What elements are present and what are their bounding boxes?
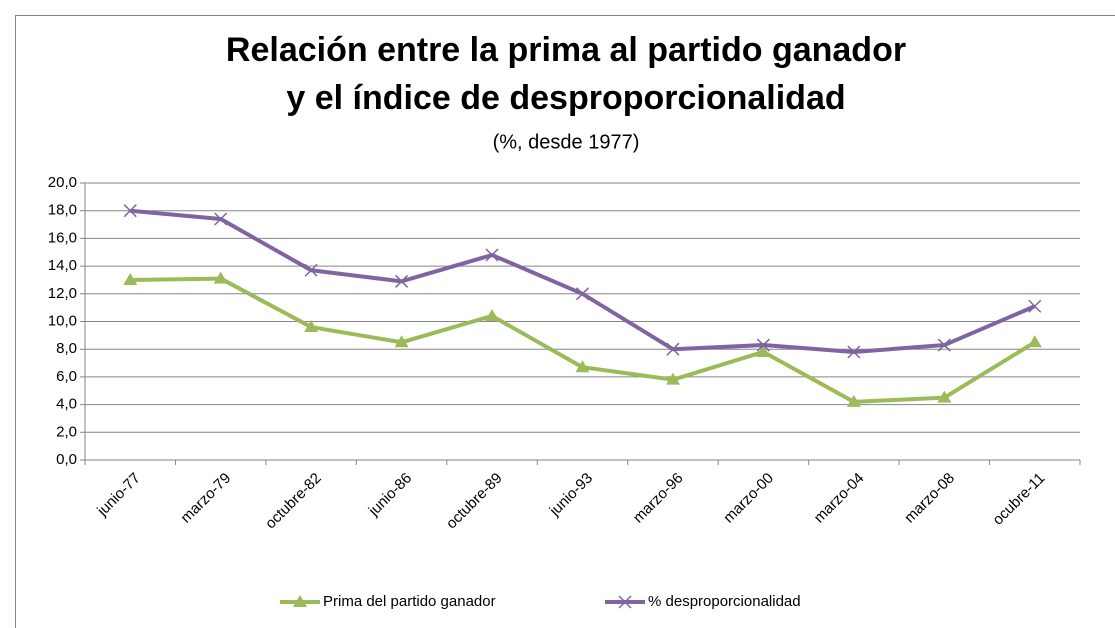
- point: [575, 287, 590, 301]
- y-tick-label: 18,0: [48, 202, 77, 219]
- y-tick-label: 16,0: [48, 229, 77, 246]
- point: [123, 272, 138, 285]
- y-tick-label: 10,0: [48, 312, 77, 329]
- x-tick-label: marzo-79: [177, 470, 234, 527]
- point: [394, 335, 409, 348]
- x-tick-label: junio-77: [93, 470, 143, 520]
- chart-subtitle: (%, desde 1977): [493, 131, 640, 153]
- point: [213, 271, 228, 284]
- x-tick-label: marzo-04: [811, 470, 868, 527]
- x-tick-label: ocubre-11: [989, 470, 1048, 529]
- legend-label: % desproporcionalidad: [648, 593, 801, 610]
- point: [1028, 299, 1042, 313]
- legend-marker: [618, 595, 632, 609]
- point: [756, 338, 770, 352]
- point: [304, 320, 319, 333]
- chart-frame: [15, 15, 1115, 628]
- point: [485, 248, 499, 262]
- y-tick-label: 14,0: [48, 257, 77, 274]
- x-tick-label: octubre-82: [262, 470, 325, 533]
- point: [485, 308, 500, 321]
- point: [214, 212, 228, 226]
- point: [304, 263, 318, 277]
- point: [1027, 335, 1042, 348]
- y-tick-label: 8,0: [56, 340, 77, 357]
- x-tick-label: octubre-89: [443, 470, 506, 533]
- y-tick-label: 2,0: [56, 423, 77, 440]
- point: [756, 344, 771, 357]
- point: [395, 274, 409, 288]
- x-tick-label: junio-93: [546, 470, 596, 520]
- x-tick-label: marzo-00: [720, 470, 777, 527]
- y-tick-label: 4,0: [56, 396, 77, 413]
- x-tick-label: marzo-08: [901, 470, 958, 527]
- legend-label: Prima del partido ganador: [323, 593, 496, 610]
- point: [937, 338, 951, 352]
- chart-title: Relación entre la prima al partido ganad…: [226, 31, 906, 69]
- series-line: [130, 208, 1036, 354]
- point: [937, 390, 952, 403]
- y-tick-label: 0,0: [56, 451, 77, 468]
- chart-title: y el índice de desproporcionalidad: [286, 79, 845, 117]
- point: [665, 372, 680, 385]
- point: [575, 360, 590, 373]
- point: [846, 394, 861, 407]
- y-tick-label: 12,0: [48, 285, 77, 302]
- series-line: [130, 276, 1036, 404]
- point: [847, 345, 861, 359]
- y-tick-label: 20,0: [48, 174, 77, 191]
- point: [123, 204, 137, 218]
- legend-marker: [293, 595, 307, 607]
- x-tick-label: marzo-96: [630, 470, 687, 527]
- x-tick-label: junio-86: [365, 470, 415, 520]
- y-tick-label: 6,0: [56, 368, 77, 385]
- point: [666, 342, 680, 356]
